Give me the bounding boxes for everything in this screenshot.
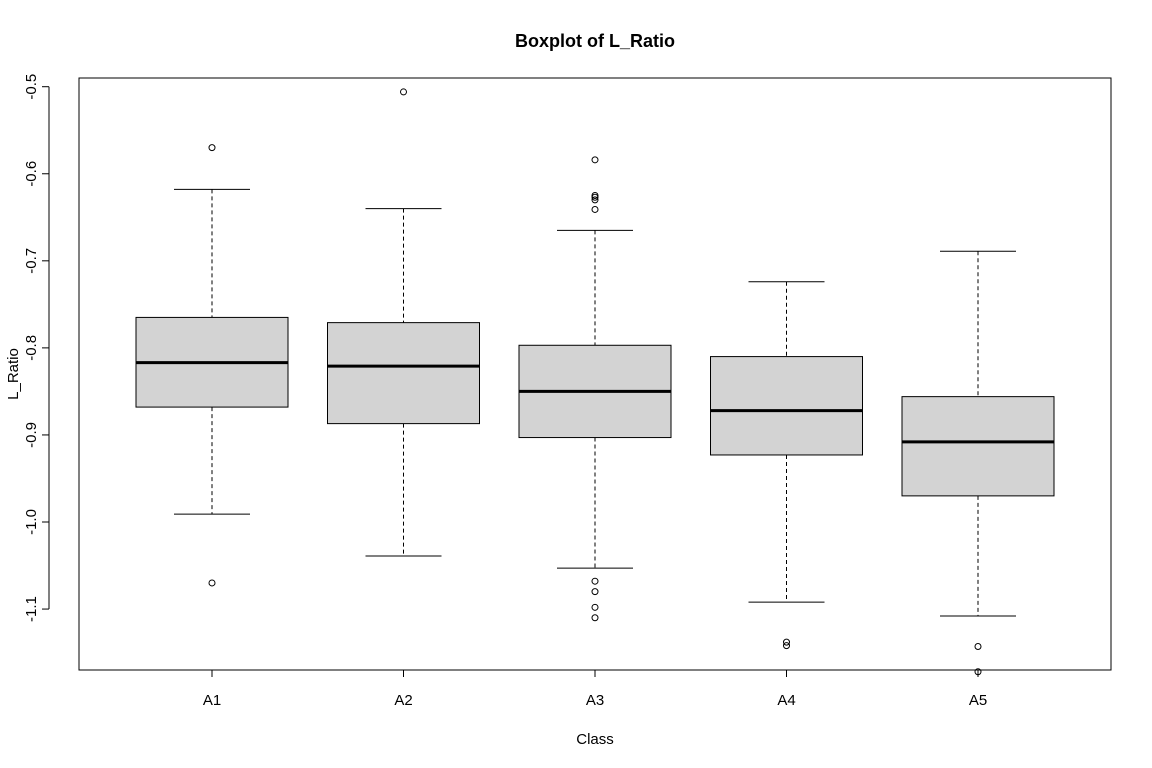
- box-a5: [901, 250, 1055, 676]
- y-tick-label: -0.8: [23, 335, 40, 361]
- chart-title: Boxplot of L_Ratio: [515, 31, 675, 51]
- outlier-point: [974, 642, 982, 650]
- x-axis-label: Class: [576, 731, 614, 748]
- outlier-point: [400, 88, 407, 96]
- outlier-point: [591, 156, 599, 164]
- box-iqr: [710, 356, 863, 456]
- y-axis-label: L_Ratio: [5, 348, 22, 400]
- x-tick-label: A2: [394, 692, 412, 709]
- x-axis: A1 A2 A3 A4 A5: [203, 669, 987, 709]
- box-a2: [327, 88, 480, 557]
- outlier-point: [591, 205, 599, 213]
- y-tick-label: -1.0: [23, 509, 40, 535]
- y-tick-label: -1.1: [23, 596, 40, 622]
- x-tick-label: A5: [969, 692, 987, 709]
- x-tick-label: A4: [777, 692, 795, 709]
- outlier-point: [208, 579, 216, 587]
- x-tick-label: A3: [586, 692, 604, 709]
- outlier-point: [591, 577, 599, 585]
- y-tick-label: -0.7: [23, 248, 40, 274]
- outlier-point: [783, 642, 790, 650]
- outlier-point: [208, 144, 216, 152]
- outlier-point: [591, 196, 599, 204]
- y-tick-label: -0.6: [23, 161, 40, 187]
- box-a1: [135, 144, 289, 587]
- outlier-point: [974, 668, 982, 676]
- y-axis: -1.1 -1.0 -0.9 -0.8 -0.7 -0.6 -0.5: [23, 74, 50, 622]
- box-iqr: [901, 396, 1055, 497]
- outlier-point: [591, 614, 599, 622]
- box-a4: [710, 281, 863, 650]
- outlier-point: [591, 588, 599, 596]
- box-iqr: [327, 322, 480, 425]
- outlier-point: [591, 193, 599, 201]
- x-tick-label: A1: [203, 692, 221, 709]
- y-tick-label: -0.9: [23, 422, 40, 448]
- boxes-group: [135, 88, 1055, 676]
- outlier-point: [783, 638, 790, 646]
- outlier-point: [591, 603, 599, 611]
- y-tick-label: -0.5: [23, 74, 40, 100]
- box-a3: [518, 156, 672, 622]
